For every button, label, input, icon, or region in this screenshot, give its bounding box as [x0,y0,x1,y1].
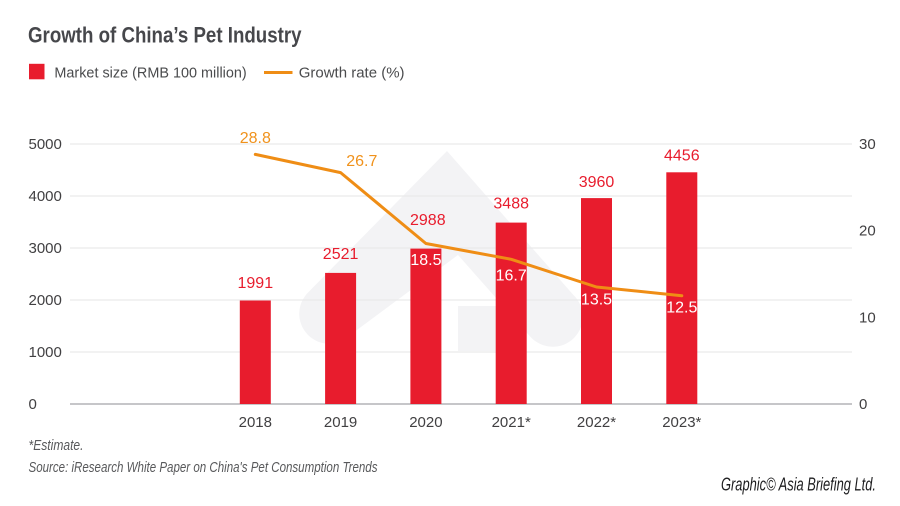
svg-text:Graphic© Asia Briefing Ltd.: Graphic© Asia Briefing Ltd. [721,475,876,495]
svg-text:Source: iResearch White Paper: Source: iResearch White Paper on China's… [29,459,378,476]
svg-text:2521: 2521 [323,246,359,263]
svg-text:4456: 4456 [664,147,700,164]
svg-text:Market size (RMB 100 million): Market size (RMB 100 million) [54,64,246,81]
svg-text:20: 20 [859,223,876,240]
svg-text:2988: 2988 [410,212,446,229]
svg-text:0: 0 [859,396,867,413]
svg-text:2019: 2019 [324,414,357,431]
svg-text:*Estimate.: *Estimate. [29,437,84,454]
svg-text:2023*: 2023* [662,414,701,431]
svg-text:2018: 2018 [239,414,272,431]
svg-text:18.5: 18.5 [410,252,441,269]
svg-text:10: 10 [859,309,876,326]
svg-text:26.7: 26.7 [346,153,377,170]
svg-text:Growth rate (%): Growth rate (%) [299,64,405,81]
svg-text:3488: 3488 [493,196,529,213]
svg-text:2021*: 2021* [492,414,531,431]
svg-text:1991: 1991 [238,275,274,292]
svg-text:5000: 5000 [29,136,62,153]
svg-text:4000: 4000 [29,188,62,205]
svg-text:2020: 2020 [409,414,442,431]
svg-text:1000: 1000 [29,344,62,361]
svg-text:2000: 2000 [29,292,62,309]
svg-text:12.5: 12.5 [666,300,697,317]
svg-text:0: 0 [29,396,37,413]
svg-text:30: 30 [859,136,876,153]
svg-text:13.5: 13.5 [581,292,612,309]
svg-text:28.8: 28.8 [240,130,271,147]
svg-text:3960: 3960 [579,174,615,191]
svg-text:Growth of China’s Pet Industry: Growth of China’s Pet Industry [28,23,302,48]
svg-text:3000: 3000 [29,240,62,257]
svg-text:16.7: 16.7 [496,268,527,285]
svg-text:2022*: 2022* [577,414,616,431]
